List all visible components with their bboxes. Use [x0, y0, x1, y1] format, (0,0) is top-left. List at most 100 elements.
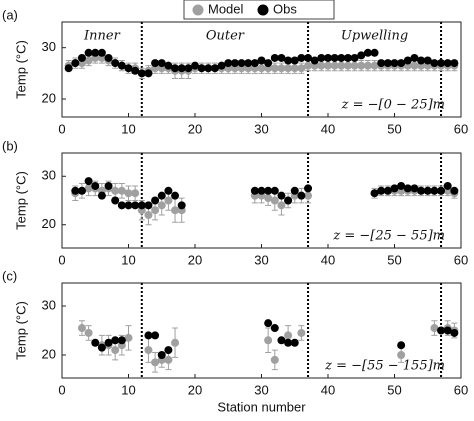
obs-point	[264, 319, 273, 328]
obs-point	[64, 64, 73, 73]
region-label: Outer	[206, 29, 245, 44]
obs-point	[370, 189, 379, 198]
region-label: Upwelling	[341, 29, 408, 44]
obs-point	[383, 186, 392, 195]
x-tick-label: 60	[454, 121, 468, 136]
y-axis-label: Temp (°C)	[13, 171, 28, 230]
x-tick-label: 30	[254, 382, 268, 397]
obs-point	[104, 338, 113, 347]
obs-point	[177, 64, 186, 73]
obs-point	[257, 186, 266, 195]
model-point	[111, 186, 120, 195]
model-point	[370, 61, 379, 70]
x-tick-label: 20	[188, 252, 202, 267]
obs-point	[71, 186, 80, 195]
model-point	[317, 61, 326, 70]
model-point	[297, 64, 306, 73]
x-tick-label: 50	[387, 121, 401, 136]
obs-point	[397, 181, 406, 190]
model-point	[277, 201, 286, 210]
model-point	[164, 355, 173, 364]
obs-point	[151, 331, 160, 340]
model-point	[144, 346, 153, 355]
obs-point	[284, 196, 293, 205]
region-label: Inner	[83, 29, 121, 44]
legend: Model Obs	[183, 0, 335, 20]
x-tick-label: 0	[58, 121, 65, 136]
model-point	[284, 64, 293, 73]
obs-point	[430, 186, 439, 195]
obs-point	[304, 53, 313, 62]
x-tick-label: 10	[121, 382, 135, 397]
model-point	[270, 355, 279, 364]
obs-point	[377, 186, 386, 195]
obs-point	[290, 56, 299, 65]
legend-label: Obs	[273, 1, 297, 16]
obs-point	[403, 184, 412, 193]
obs-point	[117, 336, 126, 345]
obs-point	[104, 53, 113, 62]
model-point	[324, 61, 332, 70]
obs-point	[390, 184, 399, 193]
model-point	[164, 196, 173, 205]
obs-point	[343, 53, 352, 62]
obs-point	[117, 61, 126, 70]
obs-point	[357, 51, 366, 60]
obs-point	[177, 201, 186, 210]
x-tick-label: 60	[454, 382, 468, 397]
obs-point	[270, 324, 279, 333]
model-point	[171, 206, 180, 215]
x-tick-label: 50	[387, 382, 401, 397]
y-tick-label: 20	[42, 90, 56, 105]
obs-point	[171, 191, 180, 200]
obs-point	[397, 341, 406, 350]
obs-point	[230, 59, 239, 68]
obs-point	[84, 177, 93, 186]
obs-point	[157, 350, 166, 359]
model-point	[151, 206, 160, 215]
obs-point	[164, 186, 173, 195]
obs-point	[217, 61, 226, 70]
x-tick-label: 50	[387, 252, 401, 267]
obs-point	[297, 53, 306, 62]
model-point	[410, 61, 419, 70]
model-point	[350, 61, 359, 70]
obs-point	[450, 186, 459, 195]
obs-point	[370, 48, 379, 57]
x-tick-label: 40	[321, 252, 335, 267]
model-point	[151, 358, 160, 367]
obs-point	[437, 186, 446, 195]
obs-point	[124, 64, 133, 73]
obs-point	[277, 336, 286, 345]
legend-swatch	[257, 4, 269, 16]
obs-point	[144, 201, 153, 210]
obs-point	[111, 59, 120, 68]
panel-label: (b)	[2, 138, 18, 153]
obs-point	[97, 343, 106, 352]
obs-point	[397, 59, 406, 68]
obs-point	[437, 59, 446, 68]
y-tick-label: 30	[42, 168, 56, 183]
obs-point	[270, 53, 279, 62]
depth-annotation: z = −[25 − 55]m	[332, 229, 445, 244]
obs-point	[131, 201, 140, 210]
obs-point	[91, 181, 100, 190]
model-point	[337, 61, 346, 70]
obs-point	[363, 48, 372, 57]
obs-point	[443, 59, 452, 68]
obs-point	[191, 61, 199, 70]
obs-point	[277, 53, 286, 62]
model-point	[124, 333, 133, 342]
y-tick-label: 30	[42, 39, 56, 54]
depth-annotation: z = −[0 − 25]m	[341, 98, 445, 113]
obs-point	[124, 201, 133, 210]
obs-point	[437, 326, 446, 335]
model-point	[270, 64, 279, 73]
model-point	[330, 61, 339, 70]
model-point	[304, 191, 313, 200]
model-point	[77, 324, 86, 333]
legend-swatch	[192, 4, 204, 16]
obs-point	[290, 338, 299, 347]
model-point	[343, 61, 352, 70]
model-point	[297, 328, 306, 337]
